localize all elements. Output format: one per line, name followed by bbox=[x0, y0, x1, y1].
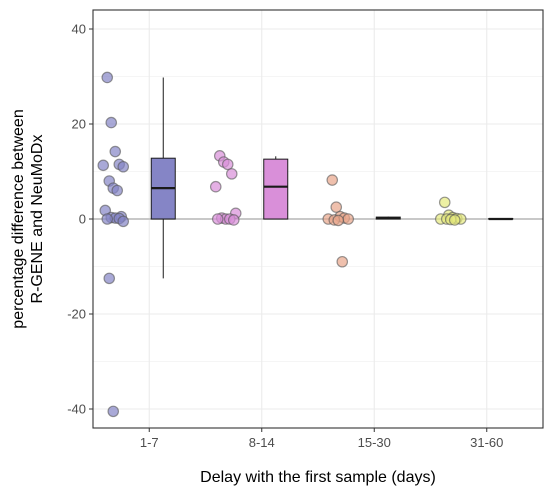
data-point-15-30 bbox=[342, 213, 355, 225]
data-point-1-7 bbox=[97, 159, 110, 172]
data-point-1-7 bbox=[117, 215, 130, 228]
x-tick-label: 15-30 bbox=[358, 435, 391, 450]
axes: -40 -20 0 20 40 1-7 8-14 15-30 31-60 bbox=[67, 22, 503, 451]
data-point-1-7 bbox=[111, 184, 124, 197]
data-point-15-30 bbox=[332, 214, 345, 227]
y-tick-label: -40 bbox=[67, 402, 86, 417]
data-point-15-30 bbox=[336, 255, 349, 268]
chart-marks bbox=[97, 71, 514, 418]
data-point-1-7 bbox=[101, 71, 114, 84]
data-point-1-7 bbox=[107, 405, 120, 418]
data-point-15-30 bbox=[330, 201, 343, 213]
x-tick-label: 1-7 bbox=[140, 435, 159, 450]
y-tick-label: 40 bbox=[72, 22, 86, 37]
data-point-15-30 bbox=[326, 174, 339, 186]
x-axis-title: Delay with the first sample (days) bbox=[200, 469, 436, 486]
data-point-8-14 bbox=[221, 158, 234, 171]
data-point-1-7 bbox=[109, 145, 122, 158]
y-axis-title-line-1: percentage difference between bbox=[10, 109, 27, 328]
y-axis-title-line-2: R-GENE and NeuMoDx bbox=[29, 135, 46, 304]
data-point-1-7 bbox=[105, 116, 118, 129]
data-point-8-14 bbox=[209, 180, 222, 193]
data-point-8-14 bbox=[225, 168, 238, 180]
data-point-8-14 bbox=[227, 214, 240, 226]
x-tick-label: 31-60 bbox=[470, 435, 503, 450]
y-tick-label: 0 bbox=[79, 212, 86, 227]
y-tick-label: -20 bbox=[67, 307, 86, 322]
data-point-8-14 bbox=[211, 213, 224, 225]
data-point-31-60 bbox=[438, 196, 451, 209]
y-tick-label: 20 bbox=[72, 117, 86, 132]
data-point-1-7 bbox=[103, 272, 116, 285]
x-tick-label: 8-14 bbox=[249, 435, 275, 450]
data-point-1-7 bbox=[101, 213, 114, 225]
box-8-14 bbox=[263, 158, 289, 220]
data-point-31-60 bbox=[448, 214, 461, 226]
data-point-1-7 bbox=[117, 160, 130, 173]
